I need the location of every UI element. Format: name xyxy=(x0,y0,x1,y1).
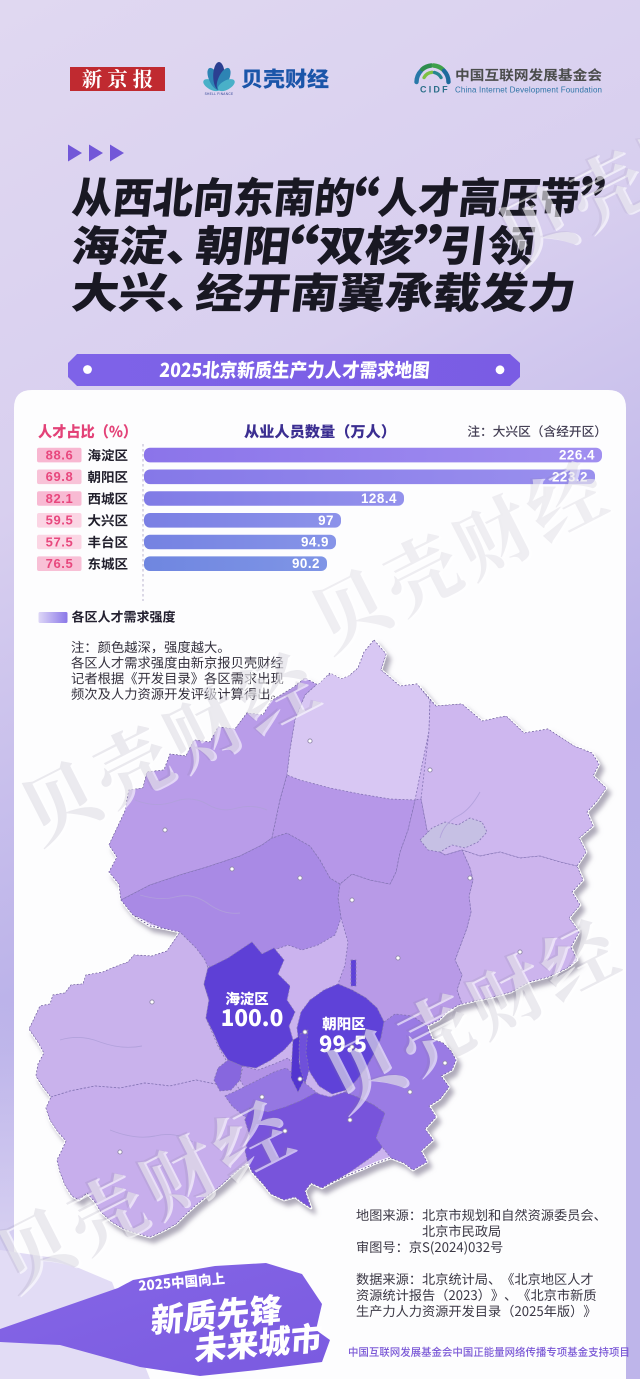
svg-text:82.1: 82.1 xyxy=(46,491,74,506)
svg-text:SHELL FINANCE: SHELL FINANCE xyxy=(205,92,234,96)
svg-text:128.4: 128.4 xyxy=(361,491,397,506)
svg-text:88.6: 88.6 xyxy=(46,447,74,462)
svg-text:57.5: 57.5 xyxy=(46,534,74,549)
svg-text:94.9: 94.9 xyxy=(301,535,329,550)
svg-text:226.4: 226.4 xyxy=(559,448,595,463)
svg-text:90.2: 90.2 xyxy=(292,556,320,571)
svg-text:97: 97 xyxy=(318,513,334,528)
svg-text:69.8: 69.8 xyxy=(46,469,74,484)
svg-text:76.5: 76.5 xyxy=(46,556,74,571)
svg-text:59.5: 59.5 xyxy=(46,513,74,528)
svg-text:CIDF: CIDF xyxy=(420,85,450,95)
svg-text:China Internet Development Fou: China Internet Development Foundation xyxy=(455,86,602,95)
